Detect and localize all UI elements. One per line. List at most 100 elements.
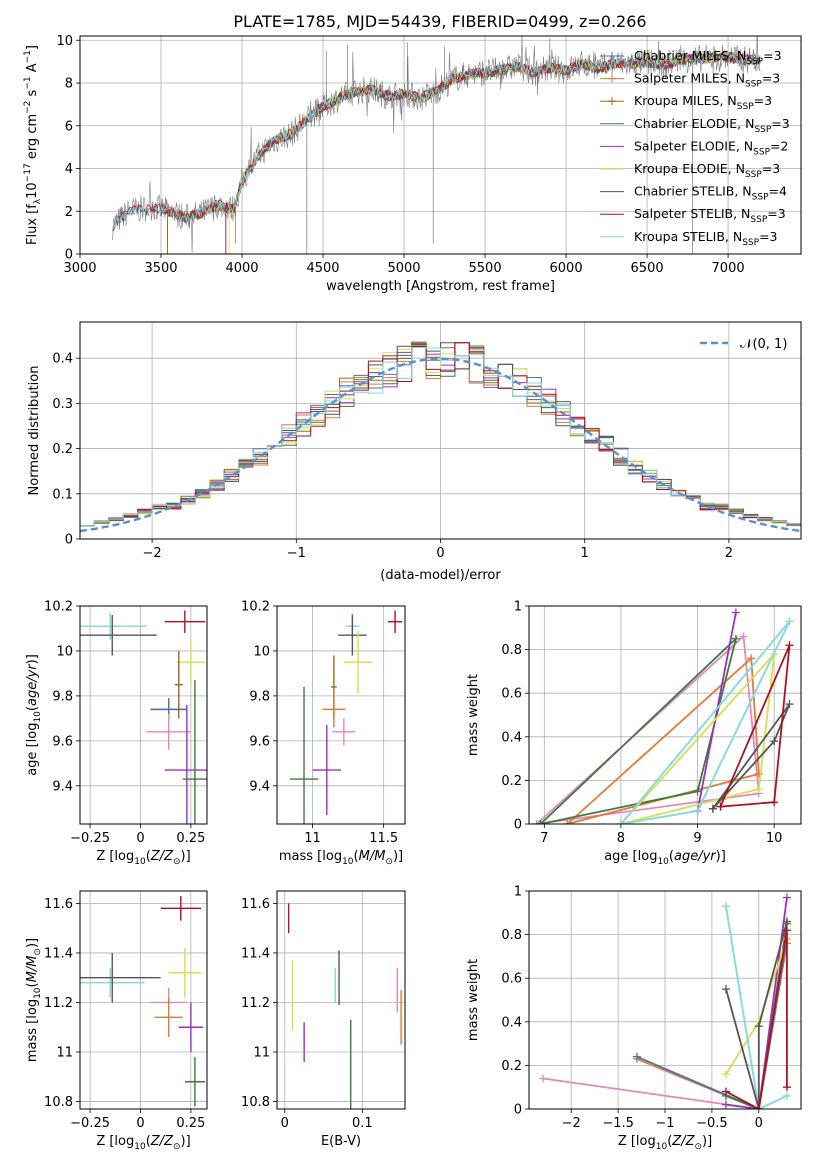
label-part: 10 xyxy=(656,1142,668,1152)
legend-name: Chabrier ELODIE, N xyxy=(634,116,754,131)
y-tick-label: 0.2 xyxy=(501,774,522,789)
legend-sub: SSP xyxy=(737,102,754,112)
y-tick-label: 0 xyxy=(65,248,73,263)
y-tick-label: 0 xyxy=(514,818,522,833)
label-part: −1 xyxy=(23,76,33,89)
label-part: 10 xyxy=(134,857,146,867)
series-line xyxy=(719,644,791,808)
label-part: ( xyxy=(146,849,151,864)
x-tick-label: 0.25 xyxy=(176,1116,205,1131)
axes-frame xyxy=(79,35,802,255)
y-tick-label: 11 xyxy=(253,1046,270,1061)
label-part: Flux [f xyxy=(25,204,40,245)
x-tick-label: 0 xyxy=(281,1116,289,1131)
series-line xyxy=(725,906,788,1109)
x-tick-label: −1.5 xyxy=(602,1116,634,1131)
label-part: 10 xyxy=(342,857,354,867)
legend-entry: Salpeter MILES, NSSP=3 xyxy=(634,71,780,90)
x-axis-label: wavelength [Angstrom, rest frame] xyxy=(326,279,555,294)
x-tick-label: 2 xyxy=(725,546,733,561)
panel-mass-vs-EBV: 0 0.1 10.8 11 11.2 11.4 11.6 E(B-V) xyxy=(241,890,406,1149)
legend-entry: Chabrier STELIB, NSSP=4 xyxy=(634,184,787,203)
y-tick-label: 0.4 xyxy=(501,1015,522,1030)
y-tick-label: 0.4 xyxy=(52,352,73,367)
y-tick-label: 1 xyxy=(514,885,522,900)
plot-area xyxy=(287,903,402,1109)
residual-legend: 𝒩(0, 1) xyxy=(700,337,787,352)
errorbar-salpeter-elodie xyxy=(164,704,207,824)
label-part: Z [log xyxy=(618,1134,656,1149)
legend-entry: Kroupa ELODIE, NSSP=3 xyxy=(634,161,780,180)
label-part: A xyxy=(25,63,40,76)
x-axis-label: Z [log10(Z/Z⊙)] xyxy=(96,1134,190,1152)
legend-sub: SSP xyxy=(742,238,759,248)
legend-sub: SSP xyxy=(746,57,763,67)
y-tick-label: 11.4 xyxy=(241,946,270,961)
errorbar-chabrier-elodie xyxy=(182,680,207,824)
legend-sub: SSP xyxy=(752,193,769,203)
y-tick-label: 0.6 xyxy=(501,972,522,987)
plot-area xyxy=(80,895,205,1107)
x-tick-label: 7 xyxy=(540,831,548,846)
errorbar-salpeter-elodie xyxy=(312,725,341,816)
label-part: mass [log xyxy=(279,849,342,864)
errorbar-kroupa-miles xyxy=(174,650,183,719)
y-tick-label: 9.4 xyxy=(52,779,73,794)
legend-name: Chabrier STELIB, N xyxy=(634,184,752,199)
plot-area xyxy=(111,36,761,254)
errorbar-salpeter-stelib xyxy=(160,895,201,921)
histogram-salpeter-stelib xyxy=(80,342,801,527)
legend-entry: Kroupa STELIB, NSSP=3 xyxy=(634,229,778,248)
errorbar-chabrier-elodie xyxy=(184,1056,205,1107)
label-part: ( xyxy=(669,849,674,864)
series-line xyxy=(725,921,788,1109)
label-part: ⊙ xyxy=(173,857,181,867)
label-part: 10 xyxy=(33,987,43,999)
label-part: Z [log xyxy=(96,1134,134,1149)
x-axis-label: E(B-V) xyxy=(321,1134,361,1149)
x-tick-label: 0 xyxy=(755,1116,763,1131)
x-tick-label: −0.25 xyxy=(70,831,110,846)
y-tick-label: 0.2 xyxy=(52,442,73,457)
x-tick-label: −1 xyxy=(287,546,306,561)
x-tick-label: 10 xyxy=(766,831,783,846)
y-tick-label: 11.2 xyxy=(241,996,270,1011)
axes-frame xyxy=(528,890,802,1110)
x-axis-label: age [log10(age/yr)] xyxy=(604,849,726,867)
x-tick-label: 5500 xyxy=(469,261,502,276)
y-tick-label: 9.6 xyxy=(52,734,73,749)
series-line xyxy=(620,651,776,824)
label-part: age [log xyxy=(25,723,40,776)
label-part: mass [log xyxy=(25,999,40,1062)
x-tick-label: 0.25 xyxy=(176,831,205,846)
errorbar-chabrier-stelib xyxy=(80,952,161,1003)
errorbar-pink xyxy=(332,718,356,746)
y-tick-label: 10 xyxy=(56,34,73,49)
label-part: −17 xyxy=(23,163,33,182)
axes-frame xyxy=(79,321,802,540)
label-part: λ xyxy=(33,198,43,204)
axes-frame xyxy=(79,605,208,825)
legend-entry: Chabrier MILES, NSSP=3 xyxy=(634,48,782,67)
x-axis-label: mass [log10(M/M⊙)] xyxy=(279,849,403,867)
legend-sub: SSP xyxy=(745,170,762,180)
x-tick-label: 0 xyxy=(136,831,144,846)
panel-weight-vs-Z: −2 −1.5 −1 −0.5 0 0 0.2 0.4 0.6 0.8 1 Z [log10(Z/Z⊙… xyxy=(466,885,802,1152)
y-tick-label: 10.8 xyxy=(44,1095,73,1110)
legend-suffix: =3 xyxy=(754,93,772,108)
legend-name: Kroupa MILES, N xyxy=(634,93,737,108)
gridlines xyxy=(277,605,405,824)
label-part: )] xyxy=(702,1134,712,1149)
errorbar-salpeter-miles xyxy=(322,691,346,728)
y-tick-label: 11.6 xyxy=(44,897,73,912)
legend-entry: Salpeter ELODIE, NSSP=2 xyxy=(634,138,788,157)
label-part: ( xyxy=(146,1134,151,1149)
x-tick-label: −1 xyxy=(655,1116,674,1131)
y-tick-label: 11.4 xyxy=(44,946,73,961)
x-tick-label: 0 xyxy=(436,546,444,561)
x-tick-label: 4500 xyxy=(306,261,339,276)
legend-entry: Salpeter STELIB, NSSP=3 xyxy=(634,206,786,225)
series-salpeter-miles xyxy=(563,654,763,824)
label-part: Z/Z xyxy=(671,1134,695,1149)
label-part: Z/Z xyxy=(150,1134,174,1149)
